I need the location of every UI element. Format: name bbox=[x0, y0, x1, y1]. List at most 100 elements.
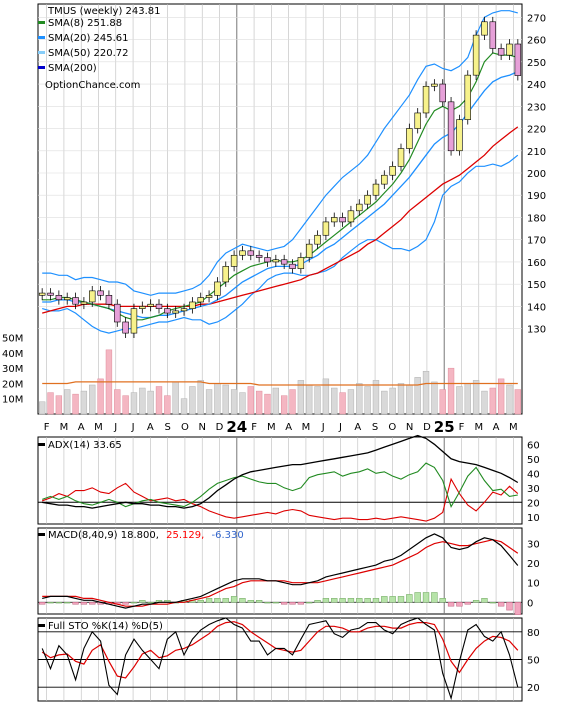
adx-plot-area bbox=[37, 436, 523, 525]
candle-body bbox=[289, 263, 296, 269]
macd-histogram-bar bbox=[55, 602, 63, 604]
candle-body bbox=[397, 148, 405, 167]
plus-di-line bbox=[42, 462, 518, 508]
volume-bar bbox=[272, 387, 279, 415]
volume-bar bbox=[147, 390, 154, 415]
volume-bar bbox=[264, 393, 271, 415]
volume-bar bbox=[130, 392, 138, 415]
volume-bar bbox=[64, 389, 71, 415]
stoch-tick-label: 50 bbox=[527, 656, 540, 667]
price-tick-label: 140 bbox=[527, 302, 546, 313]
macd-histogram-bar bbox=[39, 602, 46, 605]
macd-histogram-bar bbox=[347, 598, 355, 603]
candle-body bbox=[381, 174, 388, 185]
volume-bar bbox=[306, 384, 313, 415]
minus-di-line bbox=[42, 477, 519, 522]
legend-swatch-sma50 bbox=[38, 51, 45, 54]
month-label: M bbox=[474, 422, 483, 433]
candle-body bbox=[255, 254, 263, 258]
volume-bar bbox=[72, 393, 79, 415]
year-label: 25 bbox=[434, 418, 455, 436]
symbol-label: TMUS (weekly) 243.81 bbox=[47, 6, 161, 17]
candle-body bbox=[514, 43, 522, 76]
candle-body bbox=[489, 21, 497, 49]
macd-tick-label: 20 bbox=[527, 559, 540, 570]
adx-tick-label: 40 bbox=[527, 469, 540, 480]
candle-body bbox=[456, 119, 463, 152]
candle-body bbox=[89, 290, 96, 303]
month-label: D bbox=[216, 422, 224, 433]
month-label: J bbox=[338, 422, 342, 433]
adx-panel: 60 50 40 30 20 10 bbox=[37, 434, 540, 525]
volume-bar bbox=[180, 398, 188, 415]
time-axis: F M A M J J A S O N D 24 F M A M J J A S O N D 25 F M A M bbox=[44, 418, 518, 436]
price-tick-label: 170 bbox=[527, 236, 546, 247]
volume-bar bbox=[322, 378, 330, 415]
volume-bar bbox=[431, 381, 438, 415]
price-tick-label: 180 bbox=[527, 213, 546, 224]
macd-tick-label: 10 bbox=[527, 579, 540, 590]
volume-bar bbox=[47, 392, 54, 415]
macd-signal-line bbox=[42, 539, 519, 607]
volume-bar bbox=[372, 380, 380, 415]
month-label: O bbox=[388, 422, 396, 433]
candle-body bbox=[264, 257, 271, 263]
candle-body bbox=[305, 243, 313, 258]
stoch-tick-label: 20 bbox=[527, 683, 540, 694]
volume-bar bbox=[397, 383, 405, 415]
macd-histogram-bar bbox=[514, 602, 521, 615]
macd-histogram-bar bbox=[47, 602, 54, 604]
sma50-line bbox=[42, 126, 519, 314]
macd-line bbox=[42, 533, 519, 609]
volume-bar bbox=[506, 384, 513, 415]
volume-bar bbox=[381, 390, 388, 415]
candle-body bbox=[431, 83, 438, 87]
candle-body bbox=[322, 221, 330, 236]
sma20-line bbox=[42, 71, 519, 319]
volume-bar bbox=[89, 384, 96, 415]
macd-histogram-bar bbox=[255, 600, 263, 603]
macd-panel: 30 20 10 0 bbox=[37, 527, 540, 615]
volume-average-line bbox=[42, 381, 518, 386]
volume-bar bbox=[439, 389, 446, 415]
candle-body bbox=[364, 194, 371, 205]
candle-body bbox=[280, 259, 288, 265]
candle-body bbox=[297, 257, 305, 269]
macd-histogram-bar bbox=[364, 598, 371, 603]
volume-bar bbox=[222, 384, 229, 415]
candle-body bbox=[414, 112, 421, 129]
volume-bar bbox=[314, 386, 321, 415]
macd-histogram-bar bbox=[147, 602, 154, 604]
volume-bar bbox=[414, 377, 421, 415]
volume-bar bbox=[289, 389, 296, 415]
adx-line bbox=[42, 434, 519, 509]
candle-body bbox=[406, 128, 413, 149]
candle-body bbox=[72, 297, 79, 305]
stochastic-panel: 80 50 20 bbox=[37, 617, 540, 702]
volume-bar bbox=[155, 386, 163, 415]
adx-swatch bbox=[38, 443, 45, 446]
candle-body bbox=[506, 43, 513, 56]
candle-body bbox=[130, 308, 138, 334]
candle-body bbox=[172, 310, 179, 314]
volume-bar bbox=[97, 378, 104, 415]
macd-histogram-bar bbox=[506, 602, 513, 611]
candle-body bbox=[464, 74, 471, 120]
macd-histogram-bar bbox=[414, 592, 421, 603]
price-tick-label: 270 bbox=[527, 13, 546, 24]
stoch-label: Full STO %K(14) %D(5) bbox=[48, 621, 163, 632]
macd-histogram-bar bbox=[214, 598, 221, 603]
volume-bar bbox=[331, 387, 338, 415]
volume-bar bbox=[356, 383, 363, 415]
candle-body bbox=[214, 281, 221, 296]
month-label: M bbox=[302, 422, 311, 433]
volume-bar bbox=[364, 386, 371, 415]
macd-histogram-bar bbox=[80, 602, 88, 605]
volume-bar bbox=[447, 367, 455, 415]
macd-histogram-bar bbox=[130, 602, 138, 604]
candle-body bbox=[472, 34, 480, 76]
price-tick-label: 150 bbox=[527, 280, 546, 291]
volume-bar bbox=[197, 380, 204, 415]
bollinger-lower-line bbox=[42, 154, 519, 334]
